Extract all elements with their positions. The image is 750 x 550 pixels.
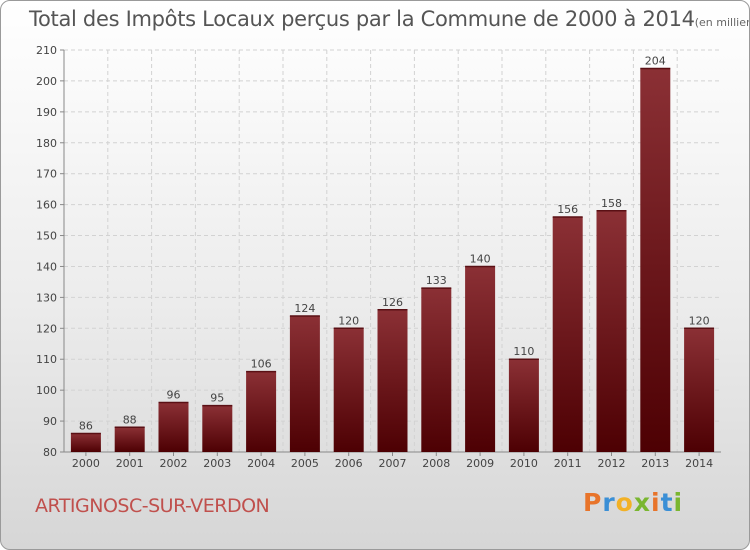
data-label: 95 [210,392,224,405]
data-labels: 86 88 96 95 106 124 120 126 133 140 110 156 158 204 12… [79,55,710,433]
bar-2006 [333,328,364,452]
bar-2007 [377,309,408,452]
x-tick-label: 2004 [247,457,275,470]
y-tick-label: 180 [36,137,57,150]
x-tick-label: 2013 [641,457,669,470]
y-tick-label: 190 [36,106,57,119]
x-tick-label: 2010 [510,457,538,470]
y-tick-label: 80 [43,446,57,459]
chart-title-text: Total des Impôts Locaux perçus par la Co… [29,7,695,31]
x-tick-label: 2007 [379,457,407,470]
y-tick-label: 130 [36,291,57,304]
brand-letter: P [583,488,603,517]
data-label: 86 [79,419,93,432]
data-label: 106 [251,358,272,371]
data-label: 156 [557,203,578,216]
x-tick-label: 2000 [72,457,100,470]
brand-letter: t [660,488,674,517]
x-tick-label: 2009 [466,457,494,470]
axes: 8090100110120130140150160170180190200210… [36,44,721,470]
x-tick-label: 2012 [598,457,626,470]
chart-units: (en milliers d'€) [694,16,749,29]
bar-2012 [596,210,627,452]
y-tick-label: 90 [43,415,57,428]
y-tick-label: 120 [36,322,57,335]
data-label: 158 [601,197,622,210]
data-label: 120 [689,314,710,327]
x-tick-label: 2011 [554,457,582,470]
bar-2002 [158,402,189,452]
bar-2010 [508,359,539,452]
data-label: 120 [338,314,359,327]
data-label: 96 [167,389,181,402]
data-label: 88 [123,413,137,426]
bar-2003 [202,405,233,452]
y-tick-label: 150 [36,230,57,243]
y-tick-label: 160 [36,199,57,212]
data-label: 133 [426,274,447,287]
data-label: 126 [382,296,403,309]
x-tick-label: 2003 [203,457,231,470]
brand-letter: o [615,488,634,517]
y-tick-label: 210 [36,44,57,57]
commune-name: ARTIGNOSC-SUR-VERDON [35,495,270,517]
y-tick-label: 170 [36,168,57,181]
bar-2011 [552,216,583,452]
bar-2008 [421,288,452,452]
x-tick-label: 2008 [422,457,450,470]
data-label: 110 [513,345,534,358]
y-tick-label: 200 [36,75,57,88]
y-tick-label: 140 [36,260,57,273]
proxiti-logo[interactable]: Proxiti [583,488,683,517]
bars [70,67,715,453]
bar-2013 [640,68,671,453]
y-tick-label: 100 [36,384,57,397]
bar-2005 [289,315,320,452]
bar-2009 [465,266,496,452]
bar-2004 [246,371,277,452]
bar-2014 [684,328,715,452]
data-label: 140 [470,252,491,265]
brand-letter: x [633,488,651,517]
bar-2001 [114,427,145,452]
x-tick-label: 2005 [291,457,319,470]
x-tick-label: 2001 [116,457,144,470]
bar-2000 [70,433,101,452]
y-tick-label: 110 [36,353,57,366]
brand-letter: i [673,488,684,517]
brand-letter: i [651,488,661,517]
brand-letter: r [602,488,616,517]
chart-title: Total des Impôts Locaux perçus par la Co… [29,7,749,31]
data-label: 124 [294,302,315,315]
x-tick-label: 2014 [685,457,713,470]
x-tick-label: 2002 [160,457,188,470]
x-tick-label: 2006 [335,457,363,470]
data-label: 204 [645,55,666,68]
